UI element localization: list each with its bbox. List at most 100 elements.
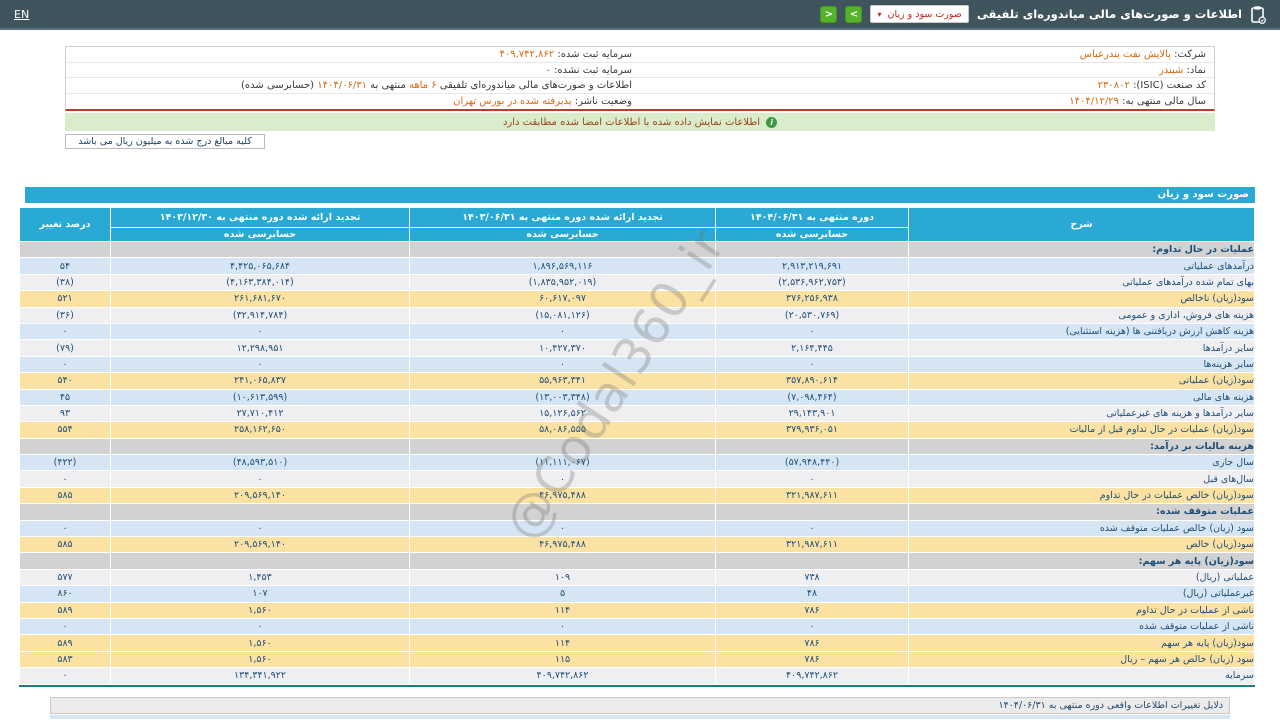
row-percent-change: ۵۴۰ xyxy=(20,373,110,389)
row-percent-change xyxy=(20,504,110,520)
registered-capital-value: ۴۰۹,۷۴۲,۸۶۲ xyxy=(499,49,555,60)
row-label: سال جاری xyxy=(909,455,1254,471)
row-label: سود(زیان) خالص عملیات در حال تداوم xyxy=(909,487,1254,504)
prev-report-button[interactable]: < xyxy=(820,5,838,23)
row-label: هزینه های مالی xyxy=(909,389,1254,405)
row-value-current xyxy=(716,553,908,569)
table-row: سود(زیان) ناخالص ۳۷۶,۲۵۶,۹۳۸ ۶۰,۶۱۷,۰۹۷ ۲۶۱… xyxy=(20,291,1254,307)
column-header-current-period: دوره منتهی به ۱۴۰۴/۰۶/۳۱ xyxy=(716,208,908,227)
unregistered-capital-label: سرمایه ثبت نشده: xyxy=(554,64,632,76)
table-row: سال‌های قبل ۰ ۰ ۰ ۰ xyxy=(20,471,1254,487)
table-row: سود(زیان) عملیاتی ۳۵۷,۸۹۰,۶۱۴ ۵۵,۹۶۳,۳۴۱ ۲۴… xyxy=(20,373,1254,389)
report-type-select[interactable]: صورت سود و زیان ▾ xyxy=(870,5,969,23)
row-percent-change: ۵۲۱ xyxy=(20,291,110,307)
table-row: سود(زیان) عملیات در حال تداوم قبل از مال… xyxy=(20,422,1254,438)
language-switch-link[interactable]: EN xyxy=(14,7,30,21)
row-value-restated-midyear: ۱۵,۱۲۶,۵۶۲ xyxy=(410,405,715,422)
row-value-restated-midyear: ۱۱۴ xyxy=(410,602,715,618)
row-value-restated-yearend: ۱,۴۵۳ xyxy=(111,569,409,586)
row-value-current: ۷۸۶ xyxy=(716,635,908,651)
info-row: نماد: شبندر سرمایه ثبت نشده: ۰ xyxy=(66,63,1214,78)
income-table-body: عملیات در حال تداوم: درآمدهای عملیاتی ۲,۹۱… xyxy=(20,242,1254,684)
audited-subheader: حسابرسی شده xyxy=(111,228,409,241)
row-value-restated-yearend: (۴,۱۶۳,۳۸۴,۰۱۴) xyxy=(111,274,409,291)
report-select-value: صورت سود و زیان xyxy=(887,8,962,20)
table-row: درآمدهای عملیاتی ۲,۹۱۳,۲۱۹,۶۹۱ ۱,۸۹۶,۵۶۹,۱… xyxy=(20,258,1254,274)
change-reasons-bar[interactable]: دلایل تغییرات اطلاعات واقعی دوره منتهی ب… xyxy=(50,696,1230,714)
table-row: هزینه مالیات بر درآمد: xyxy=(20,438,1254,455)
table-row: سایر درآمدها ۲,۱۶۴,۴۴۵ ۱۰,۴۲۷,۳۷۰ ۱۲,۲۹۸,۹۵… xyxy=(20,340,1254,356)
company-value: پالایش نفت بندرعباس xyxy=(1079,49,1171,60)
row-percent-change: ۸۶۰ xyxy=(20,586,110,602)
isic-value: ۲۳۰۸۰۲ xyxy=(1097,80,1130,91)
issuer-status-label: وضعیت ناشر: xyxy=(574,95,632,107)
row-label: ناشی از عملیات در حال تداوم xyxy=(909,602,1254,618)
row-value-current: (۲,۵۳۶,۹۶۲,۷۵۳) xyxy=(716,274,908,291)
row-value-restated-yearend: ۱,۵۶۰ xyxy=(111,602,409,618)
row-value-restated-yearend: ۰ xyxy=(111,471,409,487)
info-row: کد صنعت (ISIC): ۲۳۰۸۰۲ اطلاعات و صورت‌ها… xyxy=(66,78,1214,94)
fiscal-year-value: ۱۴۰۴/۱۲/۲۹ xyxy=(1069,95,1119,107)
row-percent-change: ۵۸۹ xyxy=(20,635,110,651)
row-value-current: (۲۰,۵۳۰,۷۶۹) xyxy=(716,307,908,323)
column-header-description: شرح xyxy=(909,208,1254,241)
row-value-restated-yearend: ۲۰۹,۵۶۹,۱۴۰ xyxy=(111,487,409,504)
row-percent-change: ۵۸۵ xyxy=(20,537,110,553)
row-value-restated-yearend: ۰ xyxy=(111,356,409,373)
row-value-restated-midyear: ۴۶,۹۷۵,۴۸۸ xyxy=(410,537,715,553)
row-value-restated-midyear xyxy=(410,553,715,569)
signed-info-banner: i اطلاعات نمایش داده شده با اطلاعات امضا… xyxy=(65,113,1215,131)
row-value-restated-midyear: ۰ xyxy=(410,323,715,340)
issuer-status-value: پذیرفته شده در بورس تهران xyxy=(453,95,572,107)
row-value-restated-yearend: ۲۴۱,۰۶۵,۸۳۷ xyxy=(111,373,409,389)
period-note-prefix: اطلاعات و صورت‌های مالی میاندوره‌ای تلفی… xyxy=(439,80,632,91)
next-table-sliver xyxy=(50,714,1230,719)
row-value-current: ۳۷۹,۹۳۶,۰۵۱ xyxy=(716,422,908,438)
row-label: سود (زیان) خالص عملیات متوقف شده xyxy=(909,520,1254,537)
row-value-restated-midyear: ۶۰,۶۱۷,۰۹۷ xyxy=(410,291,715,307)
table-row: هزینه های فروش، اداری و عمومی (۲۰,۵۳۰,۷۶۹… xyxy=(20,307,1254,323)
row-label: بهای تمام شده درآمدهای عملیاتی xyxy=(909,274,1254,291)
row-value-restated-midyear: ۱۰,۴۲۷,۳۷۰ xyxy=(410,340,715,356)
table-row: عملیات متوقف شده: xyxy=(20,504,1254,520)
row-percent-change: (۴۲۲) xyxy=(20,455,110,471)
row-value-restated-midyear xyxy=(410,242,715,258)
period-note-suffix: (حسابرسی شده) xyxy=(241,80,315,91)
row-percent-change: ۵۸۵ xyxy=(20,487,110,504)
row-percent-change: ۵۸۳ xyxy=(20,651,110,668)
row-value-restated-yearend: ۲۰۹,۵۶۹,۱۴۰ xyxy=(111,537,409,553)
row-label: سود(زیان) ناخالص xyxy=(909,291,1254,307)
row-value-current xyxy=(716,242,908,258)
next-report-button[interactable]: > xyxy=(845,5,863,23)
row-value-restated-midyear: ۰ xyxy=(410,356,715,373)
row-value-current xyxy=(716,504,908,520)
table-row: سود(زیان) خالص ۳۲۱,۹۸۷,۶۱۱ ۴۶,۹۷۵,۴۸۸ ۲۰۹,۵… xyxy=(20,537,1254,553)
row-percent-change: ۵۷۷ xyxy=(20,569,110,586)
clipboard-icon xyxy=(1250,5,1266,24)
row-value-restated-midyear: ۵۸,۰۸۶,۵۵۵ xyxy=(410,422,715,438)
income-statement-table: شرح دوره منتهی به ۱۴۰۴/۰۶/۳۱ تجدید ارائه… xyxy=(19,207,1255,687)
table-row: سال جاری (۵۷,۹۴۸,۴۴۰) (۱۱,۱۱۱,۰۶۷) (۴۸,۵۹۳,… xyxy=(20,455,1254,471)
table-row: سود(زیان) خالص عملیات در حال تداوم ۳۲۱,۹۸… xyxy=(20,487,1254,504)
table-row: سایر درآمدها و هزینه های غیرعملیاتی ۲۹,۱۴… xyxy=(20,405,1254,422)
row-value-restated-midyear: ۵ xyxy=(410,586,715,602)
row-value-restated-midyear xyxy=(410,438,715,455)
row-value-restated-yearend xyxy=(111,504,409,520)
row-value-restated-midyear: ۱,۸۹۶,۵۶۹,۱۱۶ xyxy=(410,258,715,274)
row-value-restated-yearend xyxy=(111,438,409,455)
table-row: سود (زیان) خالص هر سهم – ریال ۷۸۶ ۱۱۵ ۱,۵۶۰… xyxy=(20,651,1254,668)
row-value-restated-midyear: ۱۱۵ xyxy=(410,651,715,668)
table-row: هزینه های مالی (۷,۰۹۸,۴۶۴) (۱۳,۰۰۳,۳۴۸) (۱۰… xyxy=(20,389,1254,405)
symbol-field: نماد: شبندر xyxy=(640,63,1214,78)
row-value-restated-midyear: (۱۳,۰۰۳,۳۴۸) xyxy=(410,389,715,405)
row-value-restated-yearend: ۰ xyxy=(111,323,409,340)
table-row: سود (زیان) خالص عملیات متوقف شده ۰ ۰ ۰ ۰ xyxy=(20,520,1254,537)
unregistered-capital-value: ۰ xyxy=(545,64,551,76)
row-value-restated-yearend: (۳۲,۹۱۴,۷۸۴) xyxy=(111,307,409,323)
signed-info-text: اطلاعات نمایش داده شده با اطلاعات امضا ش… xyxy=(502,116,761,128)
table-row: ناشی از عملیات در حال تداوم ۷۸۶ ۱۱۴ ۱,۵۶۰ ۵۸… xyxy=(20,602,1254,618)
row-value-current: ۰ xyxy=(716,323,908,340)
row-value-current: ۴۸ xyxy=(716,586,908,602)
row-value-restated-yearend: ۱۲,۲۹۸,۹۵۱ xyxy=(111,340,409,356)
